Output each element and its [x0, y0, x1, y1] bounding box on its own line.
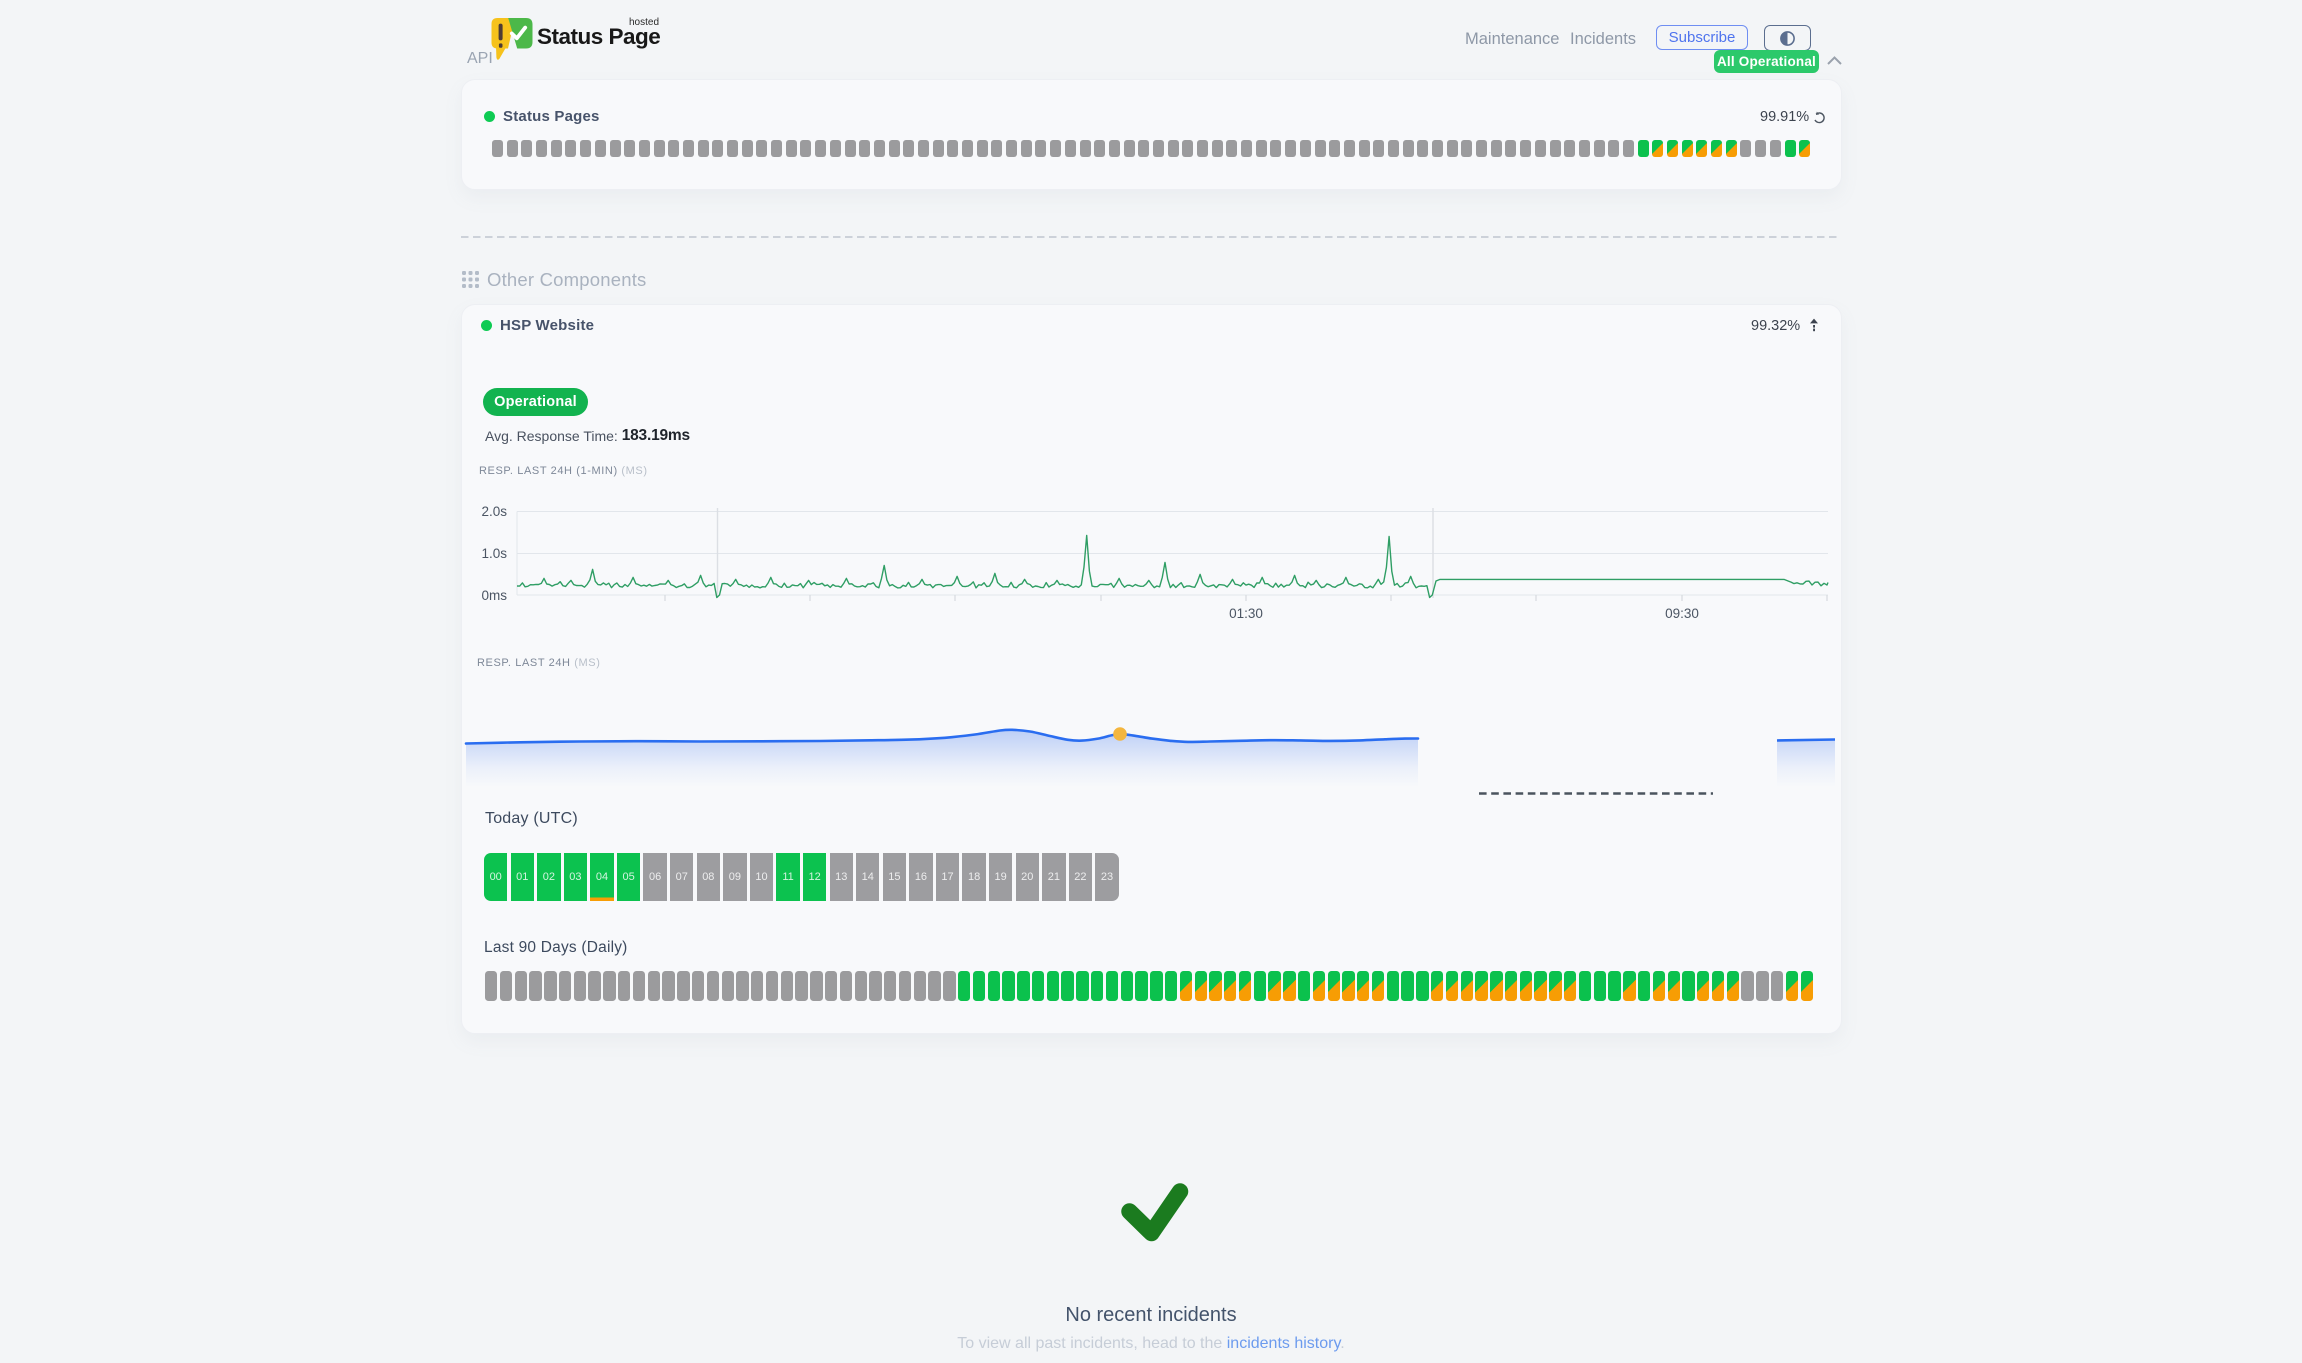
svg-text:1.0s: 1.0s — [481, 546, 507, 561]
svg-text:01:30: 01:30 — [1229, 606, 1263, 621]
svg-text:09:30: 09:30 — [1665, 606, 1699, 621]
svg-text:0ms: 0ms — [481, 588, 507, 603]
svg-text:2.0s: 2.0s — [481, 504, 507, 519]
